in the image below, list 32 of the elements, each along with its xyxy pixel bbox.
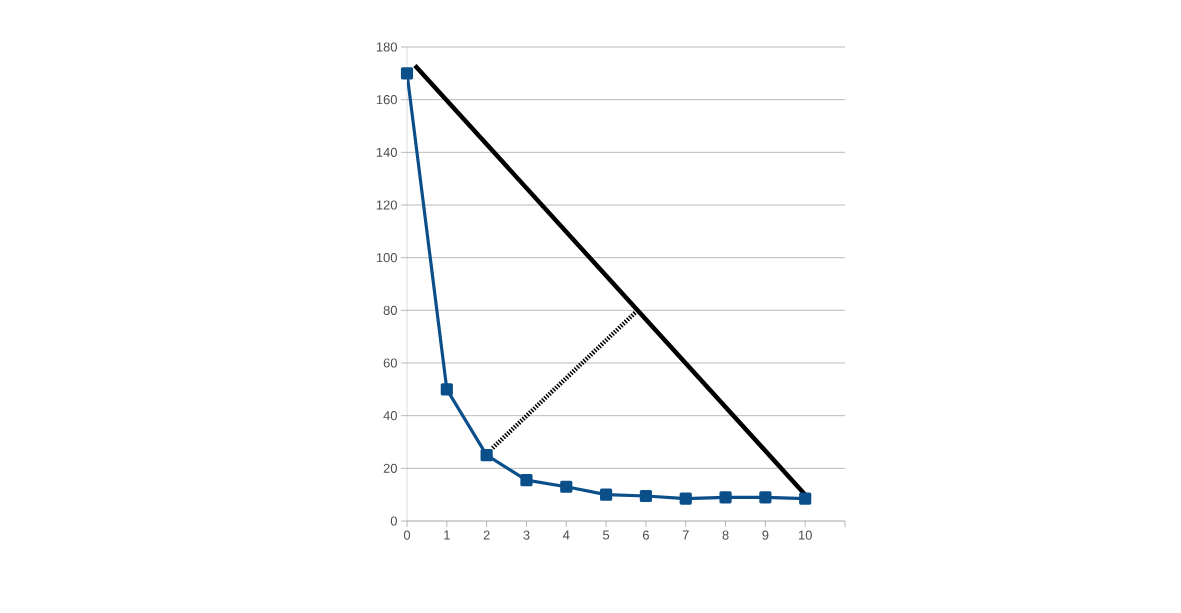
point — [440, 383, 453, 396]
point — [759, 491, 772, 504]
y-tick-label: 180 — [376, 42, 397, 52]
point — [520, 474, 533, 487]
x-tick-label: 6 — [642, 530, 649, 540]
point — [799, 492, 812, 505]
point — [719, 491, 732, 504]
y-tick-label: 100 — [376, 253, 397, 263]
point — [480, 449, 493, 462]
y-tick-label: 20 — [383, 463, 397, 473]
x-tick-label: 2 — [483, 530, 490, 540]
x-tick-label: 0 — [403, 530, 411, 540]
x-tick-label: 10 — [798, 530, 812, 540]
y-tick-label: 80 — [383, 305, 397, 315]
point — [679, 492, 692, 505]
y-tick-label: 40 — [383, 411, 397, 421]
point — [400, 67, 414, 80]
y-tick-label: 60 — [383, 358, 397, 368]
y-tick-label: 0 — [390, 516, 397, 526]
x-tick-label: 7 — [682, 530, 689, 540]
x-tick-label: 9 — [762, 530, 769, 540]
x-tick-label: 1 — [444, 530, 450, 540]
point — [600, 488, 613, 501]
y-tick-label: 120 — [376, 200, 397, 210]
x-tick-label: 8 — [722, 530, 729, 540]
x-tick-label: 4 — [562, 530, 570, 540]
point — [560, 480, 573, 493]
point — [639, 489, 653, 503]
y-tick-label: 140 — [376, 147, 397, 157]
x-tick-label: 5 — [603, 530, 610, 540]
y-tick-label: 160 — [376, 95, 397, 105]
x-tick-label: 3 — [523, 530, 530, 540]
